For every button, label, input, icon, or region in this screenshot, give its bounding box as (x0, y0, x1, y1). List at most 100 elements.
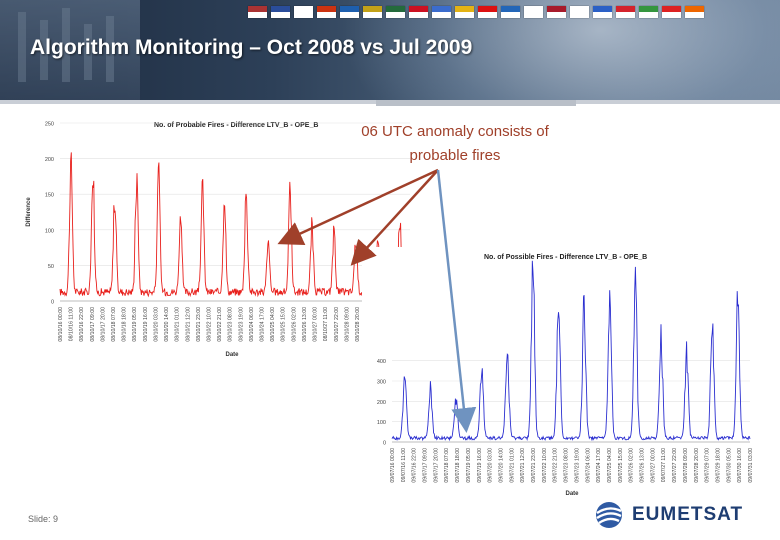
x-tick-label: 09/07/17 09:00 (423, 448, 429, 483)
x-tick-label: 08/10/26 13:00 (302, 307, 308, 342)
x-tick-label: 09/07/22 21:00 (553, 448, 559, 483)
flag (547, 6, 566, 18)
x-tick-label: 08/10/27 11:00 (323, 307, 329, 341)
x-tick-label: 09/07/26 13:00 (640, 448, 646, 483)
annotation-line-2: probable fires (409, 147, 501, 164)
y-tick-label: 300 (377, 380, 386, 386)
flag (662, 6, 681, 18)
x-axis-label: Date (225, 352, 239, 358)
flag (455, 6, 474, 18)
x-tick-label: 09/07/24 17:00 (596, 448, 602, 483)
x-tick-label: 08/10/17 20:00 (100, 307, 106, 342)
x-tick-label: 08/10/24 17:00 (260, 307, 266, 342)
x-tick-label: 09/07/29 18:00 (716, 448, 722, 483)
x-tick-label: 08/10/28 20:00 (355, 307, 361, 342)
flag (639, 6, 658, 18)
possible-fires-plot: 0 100 200 300 400 09/07/16 00:00 09/07/16 11:0… (377, 260, 754, 497)
x-tick-label: 09/07/29 07:00 (705, 448, 711, 483)
probable-fires-chart: No. of Probable Fires - Difference LTV_B… (22, 108, 412, 360)
flag (317, 6, 336, 18)
x-tick-label: 09/07/27 00:00 (650, 448, 656, 483)
flag (386, 6, 405, 18)
x-tick-label: 09/07/18 18:00 (455, 448, 461, 483)
x-tick-label: 08/10/23 19:00 (238, 307, 244, 342)
header-accent (376, 100, 576, 106)
x-tick-label: 08/10/28 09:00 (344, 307, 350, 342)
slide-header: Algorithm Monitoring – Oct 2008 vs Jul 2… (0, 0, 780, 100)
flag (501, 6, 520, 18)
x-tick-label: 09/07/27 22:00 (672, 448, 678, 483)
flag (570, 6, 589, 18)
x-tick-label: 09/07/16 00:00 (390, 448, 396, 483)
x-tick-label: 09/07/18 07:00 (444, 448, 450, 483)
x-tick-label: 09/07/19 16:00 (477, 448, 483, 483)
y-tick-label: 150 (45, 193, 54, 199)
x-tick-label: 09/07/23 08:00 (564, 448, 570, 483)
flag (363, 6, 382, 18)
flag (271, 6, 290, 18)
x-tick-label: 09/07/20 14:00 (499, 448, 505, 483)
logo-text: EUMETSAT (632, 504, 744, 525)
data-series-line (59, 152, 411, 298)
x-tick-label: 08/10/27 00:00 (313, 307, 319, 342)
y-tick-label: 200 (45, 157, 54, 163)
flag (409, 6, 428, 18)
x-tick-label: 09/07/21 12:00 (520, 448, 526, 483)
possible-fires-chart: No. of Possible Fires - Difference LTV_B… (362, 247, 754, 499)
x-tick-label: 09/07/27 11:00 (661, 448, 667, 482)
x-tick-label: 08/10/27 22:00 (334, 307, 340, 342)
y-tick-label: 50 (48, 264, 54, 270)
x-tick-label: 08/10/26 02:00 (291, 307, 297, 342)
eumetsat-logo: EUMETSAT (594, 500, 743, 530)
x-tick-label: 09/07/21 01:00 (509, 448, 515, 483)
x-tick-label: 09/07/23 19:00 (574, 448, 580, 483)
x-tick-label: 09/07/28 09:00 (683, 448, 689, 483)
x-tick-label: 08/10/18 07:00 (111, 307, 117, 342)
eumetsat-logo-icon (596, 502, 622, 528)
x-tick-label: 08/10/23 08:00 (228, 307, 234, 342)
x-tick-label: 08/10/22 10:00 (207, 307, 213, 342)
x-tick-label: 08/10/16 11:00 (69, 307, 75, 341)
y-tick-label: 250 (45, 122, 54, 128)
flag (478, 6, 497, 18)
x-tick-label: 09/07/16 22:00 (412, 448, 418, 483)
x-tick-label: 08/10/19 16:00 (143, 307, 149, 342)
x-tick-label: 09/07/26 02:00 (629, 448, 635, 483)
slide-number: Slide: 9 (28, 514, 59, 524)
x-tick-label: 08/10/22 21:00 (217, 307, 223, 342)
x-tick-label: 09/07/30 16:00 (737, 448, 743, 483)
flag (524, 6, 543, 18)
x-tick-label: 09/07/30 05:00 (726, 448, 732, 483)
x-tick-label: 08/10/20 14:00 (164, 307, 170, 342)
x-tick-label: 08/10/19 05:00 (132, 307, 138, 342)
x-tick-label: 08/10/17 09:00 (90, 307, 96, 342)
annotation-line-1: 06 UTC anomaly consists of (361, 123, 549, 140)
x-axis-label: Date (565, 491, 579, 497)
x-tick-label: 08/10/25 04:00 (270, 307, 276, 342)
x-tick-label: 08/10/24 06:00 (249, 307, 255, 342)
x-tick-label: 09/07/28 20:00 (694, 448, 700, 483)
x-tick-label: 08/10/25 15:00 (281, 307, 287, 342)
x-tick-label: 08/10/16 22:00 (79, 307, 85, 342)
y-tick-label: 200 (377, 400, 386, 406)
x-tick-label: 09/07/16 11:00 (401, 448, 407, 482)
flag (294, 6, 313, 18)
data-series-line (391, 260, 751, 442)
x-tick-label: 09/07/24 06:00 (585, 448, 591, 483)
y-tick-label: 400 (377, 359, 386, 365)
x-tick-label: 09/07/31 03:00 (748, 448, 754, 483)
flag (432, 6, 451, 18)
x-tick-label: 08/10/18 18:00 (122, 307, 128, 342)
y-tick-label: 0 (51, 300, 54, 306)
building-photo (0, 0, 140, 100)
chart-title: No. of Probable Fires - Difference LTV_B… (154, 122, 319, 129)
x-tick-label: 09/07/17 20:00 (433, 448, 439, 483)
anomaly-annotation: 06 UTC anomaly consists of probable fire… (340, 120, 570, 168)
flag (340, 6, 359, 18)
x-tick-label: 08/10/21 01:00 (175, 307, 181, 342)
x-tick-label: 08/10/21 12:00 (185, 307, 191, 342)
x-tick-label: 09/07/21 23:00 (531, 448, 537, 483)
flag (593, 6, 612, 18)
y-axis-label: Difference (26, 197, 32, 227)
flag (616, 6, 635, 18)
